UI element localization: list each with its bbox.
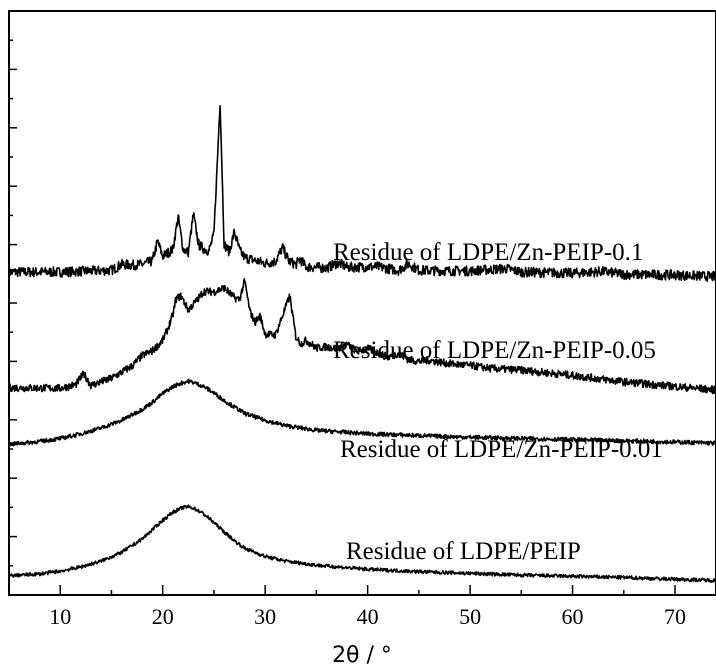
- series-line-2: [8, 278, 716, 395]
- x-tick-label: 40: [357, 604, 379, 629]
- plot-frame: [8, 10, 716, 596]
- series-line-4: [8, 504, 716, 583]
- series-label-4: Residue of LDPE/PEIP: [346, 538, 581, 565]
- series-line-1: [8, 105, 716, 282]
- series-line-3: [8, 378, 716, 447]
- series-label-3: Residue of LDPE/Zn-PEIP-0.01: [340, 436, 663, 463]
- x-tick-label: 20: [152, 604, 174, 629]
- axis-ticks: [8, 10, 676, 596]
- x-tick-label: 60: [562, 604, 584, 629]
- series-label-1: Residue of LDPE/Zn-PEIP-0.1: [333, 239, 643, 266]
- series-label-2: Residue of LDPE/Zn-PEIP-0.05: [333, 337, 656, 364]
- x-tick-label: 50: [459, 604, 481, 629]
- x-tick-label: 30: [254, 604, 276, 629]
- plot-area: [8, 105, 716, 583]
- x-tick-label: 10: [49, 604, 71, 629]
- x-tick-labels: 10 20 30 40 50 60 70: [49, 604, 686, 629]
- x-axis-title: 2θ / °: [332, 643, 392, 668]
- x-tick-label: 70: [664, 604, 686, 629]
- series-labels: Residue of LDPE/Zn-PEIP-0.1 Residue of LD…: [333, 239, 663, 565]
